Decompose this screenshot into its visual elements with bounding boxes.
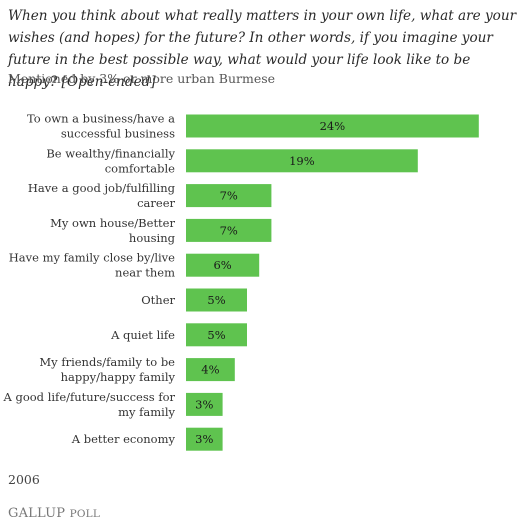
bar <box>186 253 260 277</box>
category-label: A quiet life <box>110 328 175 342</box>
bar-value-label: 3% <box>195 397 213 411</box>
category-label: Have my family close by/live near them <box>9 251 175 280</box>
chart-question: When you think about what really matters… <box>8 8 517 90</box>
bar <box>186 427 223 451</box>
bar <box>186 114 479 138</box>
chart-subtitle: Mentioned by 3% or more urban Burmese <box>8 71 276 86</box>
bar-value-label: 6% <box>213 258 231 272</box>
bar <box>186 392 223 416</box>
gallup-poll-logo: GALLUP POLL <box>8 506 100 521</box>
bar <box>186 218 272 242</box>
category-label: A good life/future/success for my family <box>3 390 176 419</box>
bar-value-label: 7% <box>220 223 238 237</box>
bar-value-label: 24% <box>320 119 346 133</box>
bar <box>186 323 247 347</box>
survey-year: 2006 <box>8 472 40 487</box>
bar <box>186 358 235 382</box>
bar <box>186 288 247 312</box>
category-label: Have a good job/fulfilling career <box>28 181 176 210</box>
category-label: To own a business/have a successful busin… <box>27 112 175 141</box>
bar-value-label: 3% <box>195 432 213 446</box>
logo-main: GALLUP <box>8 506 66 521</box>
bar-value-label: 7% <box>220 189 238 203</box>
category-label: A better economy <box>71 432 176 446</box>
category-label: Be wealthy/financially comfortable <box>46 146 175 175</box>
bar-value-label: 19% <box>289 154 315 168</box>
category-label: My own house/Better housing <box>50 216 176 245</box>
bar-value-label: 5% <box>207 293 225 307</box>
category-label: Other <box>141 293 175 307</box>
category-label: My friends/family to be happy/happy famil… <box>39 355 175 384</box>
bar-value-label: 4% <box>201 363 219 377</box>
logo-small: POLL <box>69 508 100 520</box>
bar-value-label: 5% <box>207 328 225 342</box>
bar <box>186 149 418 173</box>
bar <box>186 184 272 208</box>
